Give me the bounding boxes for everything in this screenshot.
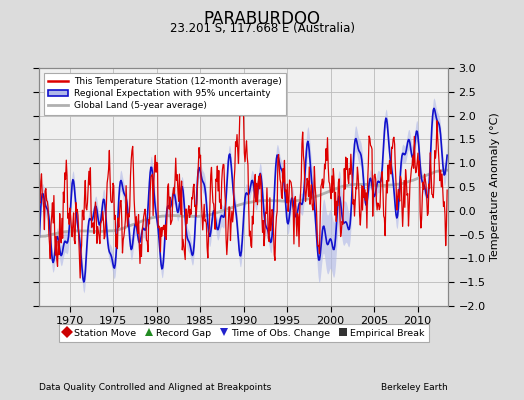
Legend: This Temperature Station (12-month average), Regional Expectation with 95% uncer: This Temperature Station (12-month avera… bbox=[44, 72, 286, 115]
Text: 23.201 S, 117.668 E (Australia): 23.201 S, 117.668 E (Australia) bbox=[169, 22, 355, 35]
Legend: Station Move, Record Gap, Time of Obs. Change, Empirical Break: Station Move, Record Gap, Time of Obs. C… bbox=[59, 324, 429, 342]
Y-axis label: Temperature Anomaly (°C): Temperature Anomaly (°C) bbox=[490, 113, 500, 261]
Text: PARABURDOO: PARABURDOO bbox=[203, 10, 321, 28]
Text: Data Quality Controlled and Aligned at Breakpoints: Data Quality Controlled and Aligned at B… bbox=[39, 383, 271, 392]
Text: Berkeley Earth: Berkeley Earth bbox=[381, 383, 448, 392]
